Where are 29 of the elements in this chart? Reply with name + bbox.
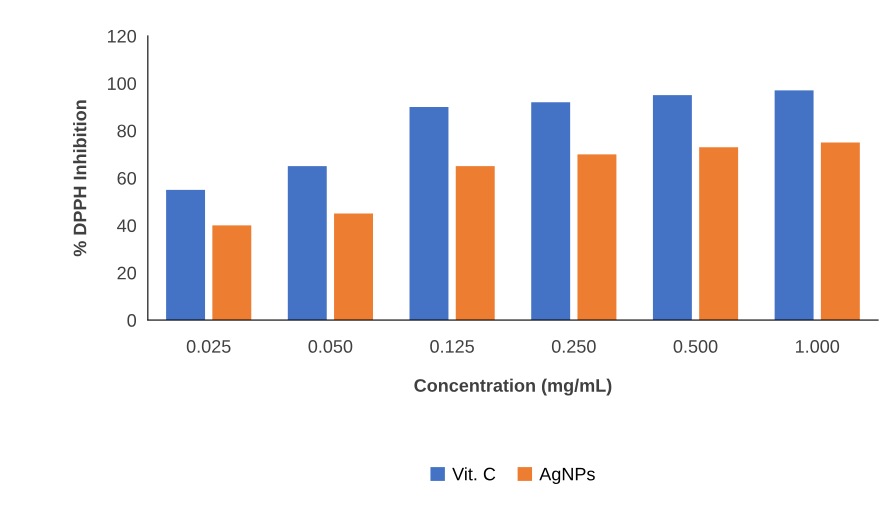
x-tick-label: 0.025	[186, 340, 231, 353]
bar	[456, 166, 495, 320]
legend-label: AgNPs	[539, 468, 595, 484]
bar	[531, 102, 570, 320]
y-tick-label: 100	[108, 77, 136, 90]
bar	[334, 214, 373, 320]
x-tick-label: 0.250	[552, 340, 596, 353]
bar	[288, 166, 327, 320]
bar	[212, 225, 252, 320]
x-tick-label: 0.125	[430, 340, 474, 353]
y-tick-label: 0	[127, 314, 136, 327]
y-tick-label: 20	[118, 266, 136, 280]
y-tick-label: 40	[117, 219, 136, 232]
y-tick-label: 80	[117, 124, 136, 138]
bar	[774, 90, 814, 320]
y-axis-title: % DPPH Inhibition	[73, 100, 86, 256]
bar	[652, 95, 692, 320]
bar	[166, 190, 206, 320]
x-axis-title: Concentration (mg/mL)	[414, 378, 612, 396]
bar	[577, 154, 616, 320]
bar	[699, 147, 738, 320]
bar	[410, 106, 448, 320]
x-tick-label: 0.500	[674, 340, 718, 353]
bar	[820, 142, 860, 320]
y-tick-label: 120	[108, 30, 136, 43]
legend-label: Vit. C	[452, 467, 496, 480]
x-tick-label: 0.050	[308, 340, 352, 353]
y-tick-label: 60	[118, 172, 136, 185]
x-tick-label: 1.000	[796, 340, 840, 353]
